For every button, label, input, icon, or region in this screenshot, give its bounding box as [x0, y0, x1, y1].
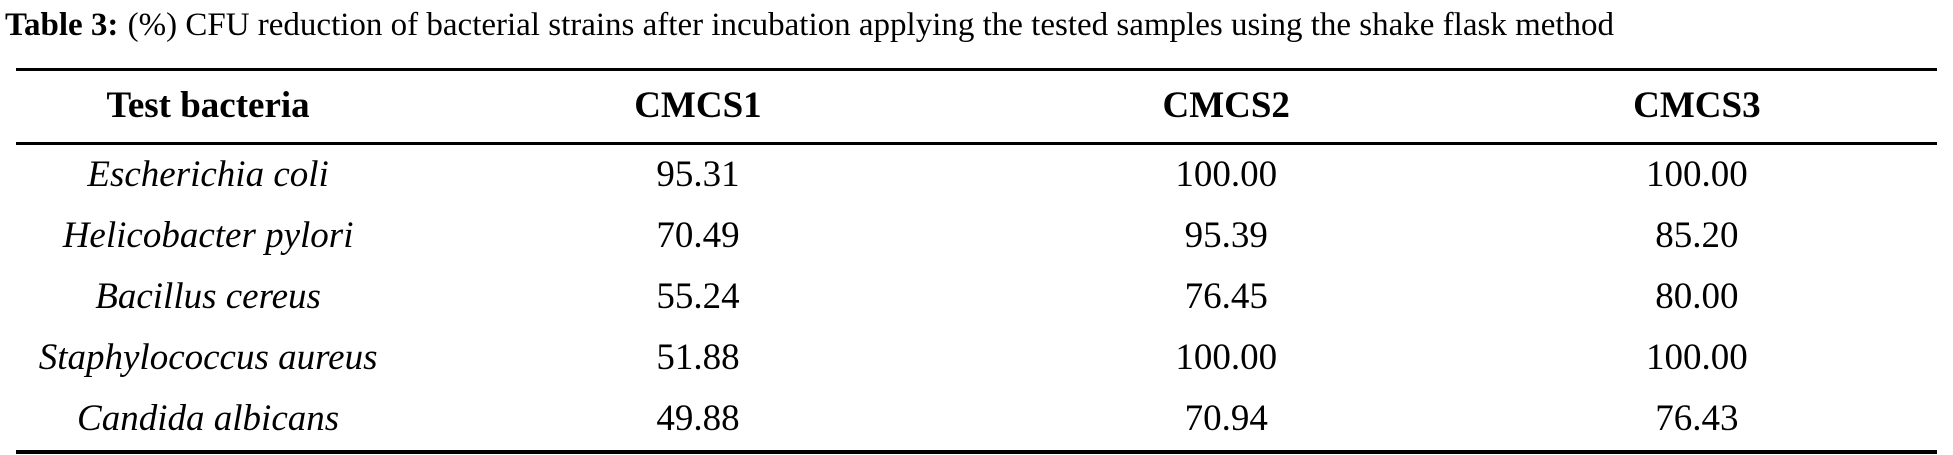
cmcs2-value: 100.00 [1175, 337, 1278, 378]
cmcs1-value: 51.88 [656, 337, 740, 378]
cmcs1-value: 95.31 [656, 154, 740, 195]
table-row: Bacillus cereus 55.24 76.45 80.00 [16, 267, 1937, 328]
bacteria-name: Candida albicans [77, 398, 340, 439]
cmcs1-value: 49.88 [656, 398, 740, 439]
table-body: Escherichia coli 95.31 100.00 100.00 Hel… [16, 144, 1937, 453]
cmcs2-value: 95.39 [1184, 215, 1268, 256]
bacteria-name: Staphylococcus aureus [38, 337, 378, 378]
cmcs1-value: 70.49 [656, 215, 740, 256]
table-caption-text: (%) CFU reduction of bacterial strains a… [127, 7, 1615, 43]
cmcs2-value: 76.45 [1184, 276, 1268, 317]
table-row: Escherichia coli 95.31 100.00 100.00 [16, 144, 1937, 207]
cmcs3-value: 85.20 [1655, 215, 1739, 256]
table-header: Test bacteria CMCS1 CMCS2 CMCS3 [16, 69, 1937, 144]
cmcs3-value: 76.43 [1655, 398, 1739, 439]
bacteria-name: Escherichia coli [87, 154, 329, 195]
table-caption: Table 3: (%) CFU reduction of bacterial s… [0, 0, 1953, 46]
table-row: Staphylococcus aureus 51.88 100.00 100.0… [16, 328, 1937, 389]
cmcs3-value: 100.00 [1645, 337, 1748, 378]
header-row: Test bacteria CMCS1 CMCS2 CMCS3 [16, 69, 1937, 144]
header-cmcs3: CMCS3 [1633, 85, 1761, 126]
cmcs1-value: 55.24 [656, 276, 740, 317]
cmcs2-value: 70.94 [1184, 398, 1268, 439]
header-cmcs2: CMCS2 [1162, 85, 1290, 126]
table-row: Candida albicans 49.88 70.94 76.43 [16, 389, 1937, 452]
header-test-bacteria: Test bacteria [106, 85, 310, 126]
cfu-reduction-table: Test bacteria CMCS1 CMCS2 CMCS3 Escheric… [16, 68, 1937, 454]
header-cmcs1: CMCS1 [634, 85, 762, 126]
cmcs3-value: 100.00 [1645, 154, 1748, 195]
cmcs3-value: 80.00 [1655, 276, 1739, 317]
cmcs2-value: 100.00 [1175, 154, 1278, 195]
table-caption-label: Table 3: [5, 7, 119, 43]
bacteria-name: Helicobacter pylori [62, 215, 354, 256]
bacteria-name: Bacillus cereus [95, 276, 321, 317]
table-row: Helicobacter pylori 70.49 95.39 85.20 [16, 206, 1937, 267]
